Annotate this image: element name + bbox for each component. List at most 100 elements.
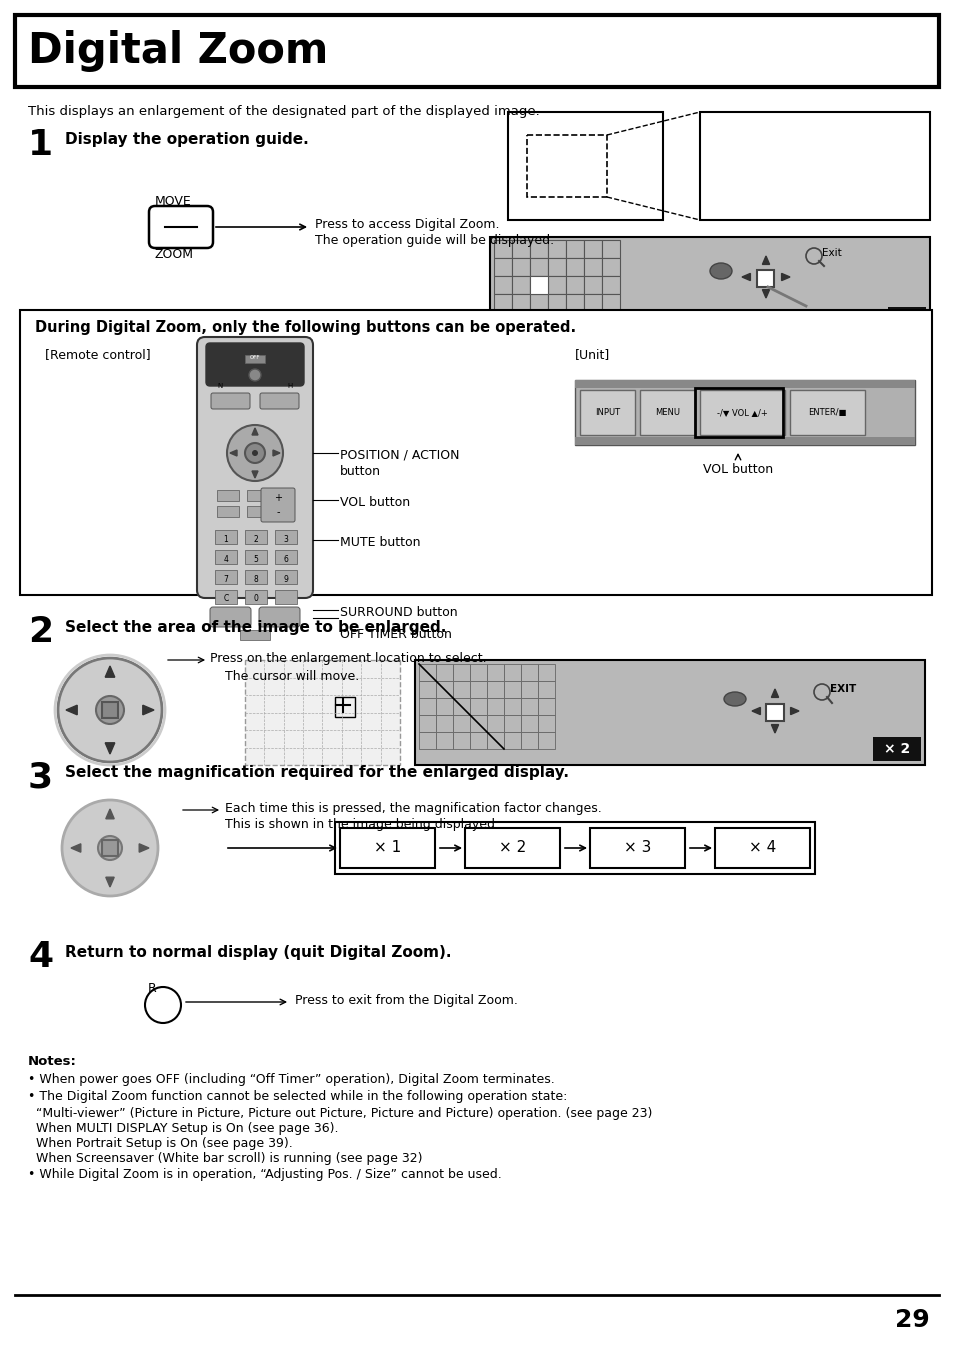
Text: This is shown in the image being displayed.: This is shown in the image being display…: [225, 817, 498, 831]
Bar: [589, 828, 684, 867]
Bar: [507, 112, 662, 220]
Bar: [547, 240, 565, 258]
Text: C: C: [223, 594, 229, 603]
Ellipse shape: [723, 692, 745, 707]
Text: -: -: [276, 507, 279, 517]
Text: When Portrait Setup is On (see page 39).: When Portrait Setup is On (see page 39).: [28, 1138, 293, 1150]
Text: 1: 1: [223, 535, 228, 544]
Text: Press on the enlargement location to select.: Press on the enlargement location to sel…: [210, 653, 486, 665]
Bar: [520, 663, 537, 681]
Bar: [418, 715, 436, 732]
Bar: [583, 295, 601, 312]
Bar: [470, 681, 486, 698]
Polygon shape: [771, 689, 778, 697]
Bar: [494, 295, 512, 312]
Polygon shape: [230, 450, 236, 457]
Bar: [453, 732, 470, 748]
Text: [Unit]: [Unit]: [575, 349, 610, 361]
Text: • When power goes OFF (including “Off Timer” operation), Digital Zoom terminates: • When power goes OFF (including “Off Ti…: [28, 1073, 554, 1086]
FancyBboxPatch shape: [196, 336, 313, 598]
Circle shape: [245, 443, 265, 463]
Bar: [601, 295, 619, 312]
Bar: [494, 276, 512, 295]
Bar: [418, 663, 436, 681]
Bar: [757, 270, 773, 286]
Bar: [530, 276, 547, 295]
Text: Press to access Digital Zoom.: Press to access Digital Zoom.: [314, 218, 499, 231]
Bar: [274, 550, 296, 563]
Text: 6: 6: [283, 555, 288, 563]
Text: -/▼ VOL ▲/+: -/▼ VOL ▲/+: [717, 408, 767, 417]
Circle shape: [252, 450, 257, 457]
Polygon shape: [106, 809, 114, 819]
Text: 7: 7: [223, 576, 228, 584]
Text: × 4: × 4: [748, 840, 776, 855]
Bar: [436, 698, 453, 715]
Bar: [240, 630, 270, 640]
Text: 1: 1: [28, 128, 53, 162]
Text: 9: 9: [283, 576, 288, 584]
Bar: [15, 15, 938, 86]
Bar: [418, 698, 436, 715]
Bar: [520, 732, 537, 748]
Bar: [245, 590, 267, 604]
Bar: [494, 312, 512, 330]
Text: OFF: OFF: [250, 355, 260, 359]
Bar: [789, 390, 864, 435]
Bar: [247, 507, 269, 517]
FancyBboxPatch shape: [211, 393, 250, 409]
Bar: [415, 661, 924, 765]
Bar: [700, 112, 929, 220]
Text: The operation guide will be displayed.: The operation guide will be displayed.: [314, 234, 554, 247]
Bar: [214, 590, 236, 604]
Text: Select the area of the image to be enlarged.: Select the area of the image to be enlar…: [65, 620, 446, 635]
FancyBboxPatch shape: [261, 488, 294, 521]
Text: Return to normal display (quit Digital Zoom).: Return to normal display (quit Digital Z…: [65, 944, 451, 961]
Bar: [547, 258, 565, 276]
Bar: [503, 698, 520, 715]
Bar: [245, 355, 265, 363]
Text: ZOOM: ZOOM: [154, 249, 193, 261]
Bar: [453, 715, 470, 732]
FancyBboxPatch shape: [206, 343, 304, 386]
Text: Notes:: Notes:: [28, 1055, 77, 1069]
Bar: [537, 681, 555, 698]
Bar: [526, 135, 606, 197]
Bar: [245, 530, 267, 544]
Bar: [20, 309, 931, 594]
Text: N: N: [216, 382, 222, 389]
Text: +: +: [274, 493, 282, 503]
Text: • While Digital Zoom is in operation, “Adjusting Pos. / Size” cannot be used.: • While Digital Zoom is in operation, “A…: [28, 1169, 501, 1181]
Text: When Screensaver (White bar scroll) is running (see page 32): When Screensaver (White bar scroll) is r…: [28, 1152, 422, 1165]
Text: 8: 8: [253, 576, 258, 584]
Bar: [245, 570, 267, 584]
Bar: [583, 276, 601, 295]
Bar: [530, 258, 547, 276]
Text: × 1: × 1: [374, 840, 400, 855]
Text: OFF TIMER button: OFF TIMER button: [339, 628, 452, 640]
Bar: [565, 240, 583, 258]
Bar: [583, 258, 601, 276]
Bar: [537, 715, 555, 732]
Text: 3: 3: [283, 535, 288, 544]
Bar: [418, 681, 436, 698]
Bar: [601, 258, 619, 276]
Bar: [274, 590, 296, 604]
Bar: [512, 240, 530, 258]
Circle shape: [249, 369, 261, 381]
Bar: [494, 258, 512, 276]
Text: INPUT: INPUT: [595, 408, 619, 417]
Bar: [436, 715, 453, 732]
Bar: [537, 663, 555, 681]
Bar: [464, 828, 559, 867]
Text: 4: 4: [28, 940, 53, 974]
Text: VOL button: VOL button: [702, 463, 772, 476]
Bar: [520, 715, 537, 732]
Bar: [470, 715, 486, 732]
Polygon shape: [781, 273, 789, 281]
Bar: [486, 715, 503, 732]
Bar: [418, 732, 436, 748]
Bar: [714, 828, 809, 867]
Bar: [486, 663, 503, 681]
Bar: [872, 738, 920, 761]
